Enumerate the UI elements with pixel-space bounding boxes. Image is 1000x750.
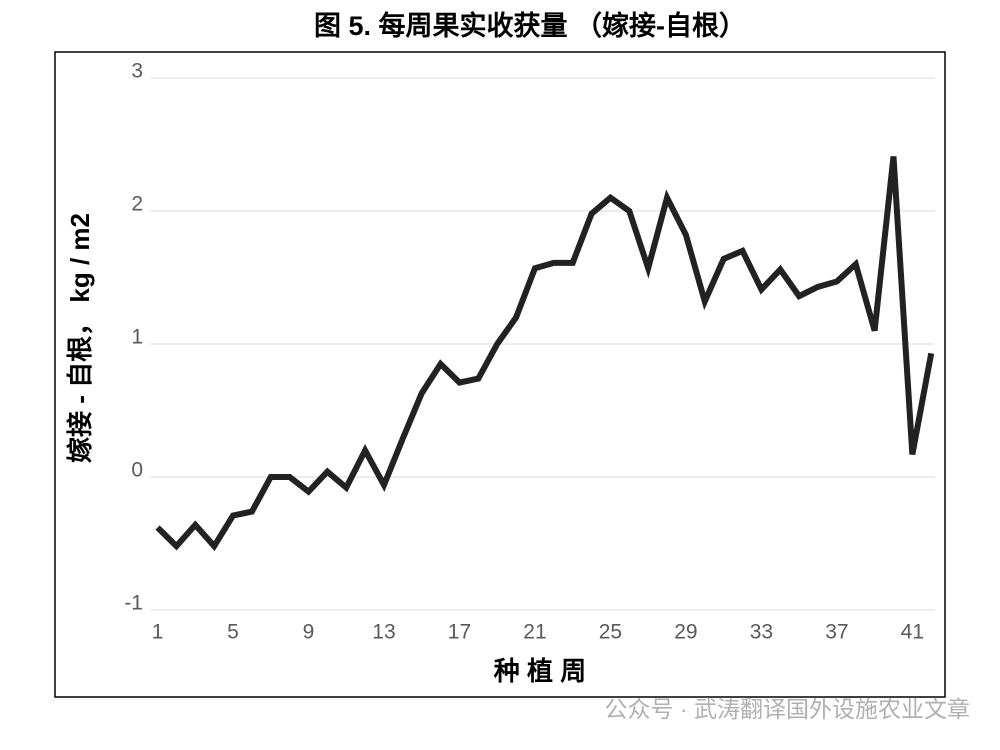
x-tick-label: 1 (152, 621, 164, 644)
chart-title: 图 5. 每周果实收获量 （嫁接-自根） (314, 10, 746, 41)
x-tick-label: 25 (599, 621, 622, 644)
y-axis-label: 嫁接 - 自根， kg / m2 (65, 213, 95, 463)
y-tick-label: 2 (131, 193, 143, 216)
y-tick-label: -1 (124, 592, 143, 615)
watermark: 公众号 · 武涛翻译国外设施农业文章 (605, 696, 970, 722)
y-tick-label: 0 (131, 459, 143, 482)
data-line (155, 156, 935, 552)
x-tick-label: 17 (448, 621, 471, 644)
x-tick-label: 33 (750, 621, 773, 644)
x-tick-label: 13 (372, 621, 395, 644)
x-tick-label: 29 (674, 621, 697, 644)
x-tick-label: 37 (825, 621, 848, 644)
x-tick-label: 21 (523, 621, 546, 644)
x-tick-label: 9 (303, 621, 315, 644)
y-tick-label: 1 (131, 326, 143, 349)
plot-border (54, 51, 946, 698)
y-tick-label: 3 (131, 60, 143, 83)
x-tick-label: 41 (901, 621, 924, 644)
x-tick-label: 5 (227, 621, 239, 644)
x-axis-label: 种 植 周 (494, 656, 586, 686)
